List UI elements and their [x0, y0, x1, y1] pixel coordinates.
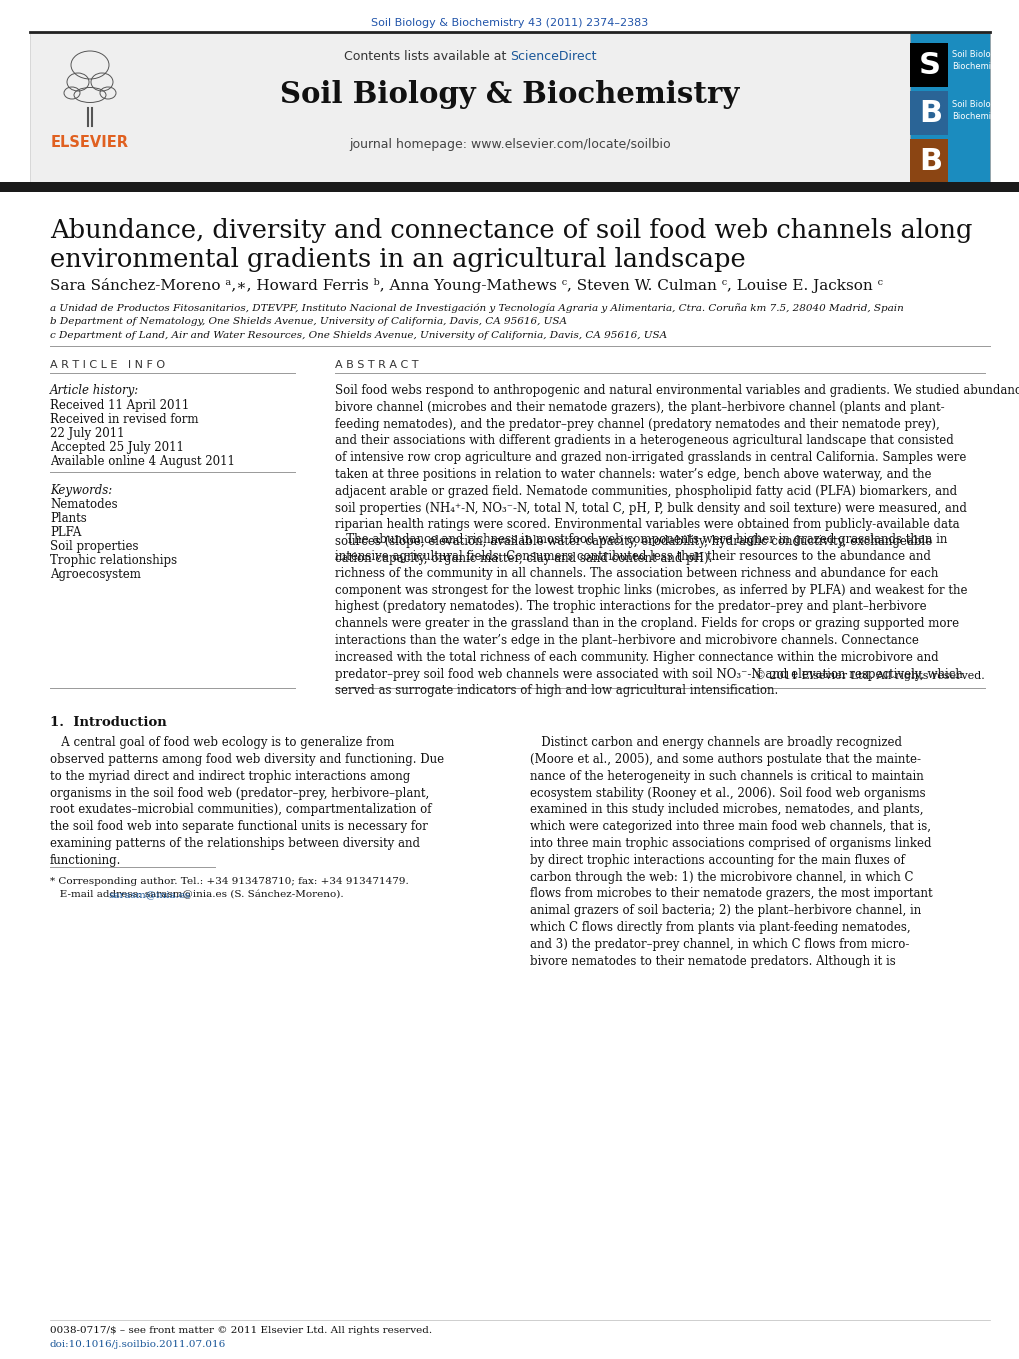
Text: Received in revised form: Received in revised form: [50, 413, 199, 425]
Text: © 2011 Elsevier Ltd. All rights reserved.: © 2011 Elsevier Ltd. All rights reserved…: [754, 670, 984, 681]
Text: Agroecosystem: Agroecosystem: [50, 568, 141, 582]
Text: Plants: Plants: [50, 512, 87, 525]
Text: ScienceDirect: ScienceDirect: [510, 50, 596, 63]
Bar: [909, 43, 947, 87]
Text: * Corresponding author. Tel.: +34 913478710; fax: +34 913471479.: * Corresponding author. Tel.: +34 913478…: [50, 877, 409, 886]
Text: 0038-0717/$ – see front matter © 2011 Elsevier Ltd. All rights reserved.: 0038-0717/$ – see front matter © 2011 El…: [50, 1326, 432, 1335]
Text: E-mail address: sarasm@inia.es (S. Sánchez-Moreno).: E-mail address: sarasm@inia.es (S. Sánch…: [50, 890, 343, 900]
Text: Nematodes: Nematodes: [50, 497, 117, 511]
Bar: [909, 91, 947, 135]
Text: A R T I C L E   I N F O: A R T I C L E I N F O: [50, 360, 165, 370]
Text: Soil Biology &
Biochemistry: Soil Biology & Biochemistry: [951, 101, 1009, 121]
Text: Keywords:: Keywords:: [50, 484, 112, 497]
Text: ELSEVIER: ELSEVIER: [51, 135, 128, 149]
Text: 1.  Introduction: 1. Introduction: [50, 716, 166, 730]
Text: doi:10.1016/j.soilbio.2011.07.016: doi:10.1016/j.soilbio.2011.07.016: [50, 1340, 226, 1349]
Text: Soil Biology & Biochemistry: Soil Biology & Biochemistry: [280, 80, 739, 109]
Text: A central goal of food web ecology is to generalize from
observed patterns among: A central goal of food web ecology is to…: [50, 737, 443, 867]
Text: Abundance, diversity and connectance of soil food web channels along: Abundance, diversity and connectance of …: [50, 217, 971, 243]
Text: The abundance and richness in most food web components were higher in grazed gra: The abundance and richness in most food …: [334, 533, 967, 697]
Text: Distinct carbon and energy channels are broadly recognized
(Moore et al., 2005),: Distinct carbon and energy channels are …: [530, 737, 931, 968]
Text: Article history:: Article history:: [50, 385, 140, 397]
Text: 22 July 2011: 22 July 2011: [50, 427, 124, 440]
Text: a Unidad de Productos Fitosanitarios, DTEVPF, Instituto Nacional de Investigació: a Unidad de Productos Fitosanitarios, DT…: [50, 303, 903, 313]
Text: b Department of Nematology, One Shields Avenue, University of California, Davis,: b Department of Nematology, One Shields …: [50, 317, 567, 326]
Text: Contents lists available at: Contents lists available at: [343, 50, 510, 63]
Text: environmental gradients in an agricultural landscape: environmental gradients in an agricultur…: [50, 247, 745, 272]
Text: A B S T R A C T: A B S T R A C T: [334, 360, 418, 370]
Text: Sara Sánchez-Moreno ᵃ,∗, Howard Ferris ᵇ, Anna Young-Mathews ᶜ, Steven W. Culman: Sara Sánchez-Moreno ᵃ,∗, Howard Ferris ᵇ…: [50, 279, 882, 294]
Bar: [30, 33, 909, 185]
Bar: [909, 33, 989, 185]
Text: Soil properties: Soil properties: [50, 540, 139, 553]
Text: PLFA: PLFA: [50, 526, 82, 540]
Text: Received 11 April 2011: Received 11 April 2011: [50, 400, 190, 412]
Text: B: B: [918, 99, 942, 128]
Text: Trophic relationships: Trophic relationships: [50, 554, 177, 567]
Text: Soil Biology & Biochemistry 43 (2011) 2374–2383: Soil Biology & Biochemistry 43 (2011) 23…: [371, 18, 648, 29]
Text: Accepted 25 July 2011: Accepted 25 July 2011: [50, 442, 183, 454]
Text: sarasm@inia.es: sarasm@inia.es: [108, 890, 191, 898]
Text: Soil Biology &
Biochemistry: Soil Biology & Biochemistry: [951, 50, 1009, 71]
Text: Available online 4 August 2011: Available online 4 August 2011: [50, 455, 234, 467]
Bar: [909, 139, 947, 183]
Text: S: S: [918, 52, 941, 80]
Text: c Department of Land, Air and Water Resources, One Shields Avenue, University of: c Department of Land, Air and Water Reso…: [50, 332, 666, 340]
Bar: [0, 182, 1019, 192]
Text: B: B: [918, 147, 942, 177]
Text: journal homepage: www.elsevier.com/locate/soilbio: journal homepage: www.elsevier.com/locat…: [348, 139, 671, 151]
Text: Soil food webs respond to anthropogenic and natural environmental variables and : Soil food webs respond to anthropogenic …: [334, 385, 1019, 565]
